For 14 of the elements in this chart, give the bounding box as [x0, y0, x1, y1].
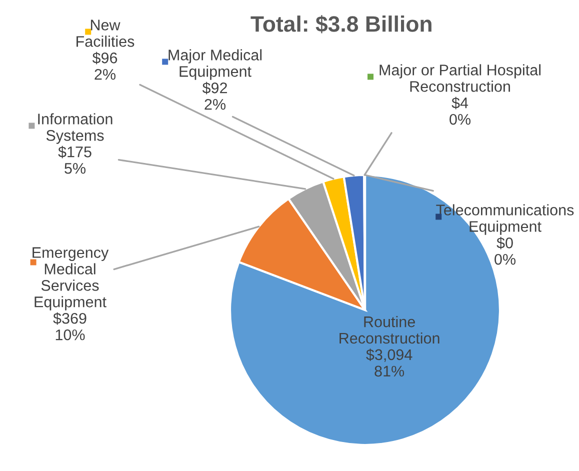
legend-label: Information Systems	[38, 113, 112, 144]
data-label: $96 2%	[92, 52, 118, 80]
slice-label: Routine Reconstruction	[340, 316, 440, 344]
data-label: $175 5%	[58, 146, 92, 174]
legend-label: Major or Partial Hospital Reconstruction	[380, 64, 540, 92]
data-label: $3,094 81%	[366, 348, 412, 377]
data-label: $369 10%	[53, 312, 86, 340]
legend-label: Emergency Medical Services Equipment	[32, 247, 109, 310]
text: $0 0%	[494, 236, 516, 265]
chart-title: Total: $3.8 Billion	[250, 15, 432, 34]
data-label: $4 0%	[450, 96, 470, 125]
legend-label: New Facilities	[76, 20, 134, 47]
data-label: $92 2%	[202, 82, 227, 110]
legend-label: Major Medical Equipment	[168, 49, 262, 80]
